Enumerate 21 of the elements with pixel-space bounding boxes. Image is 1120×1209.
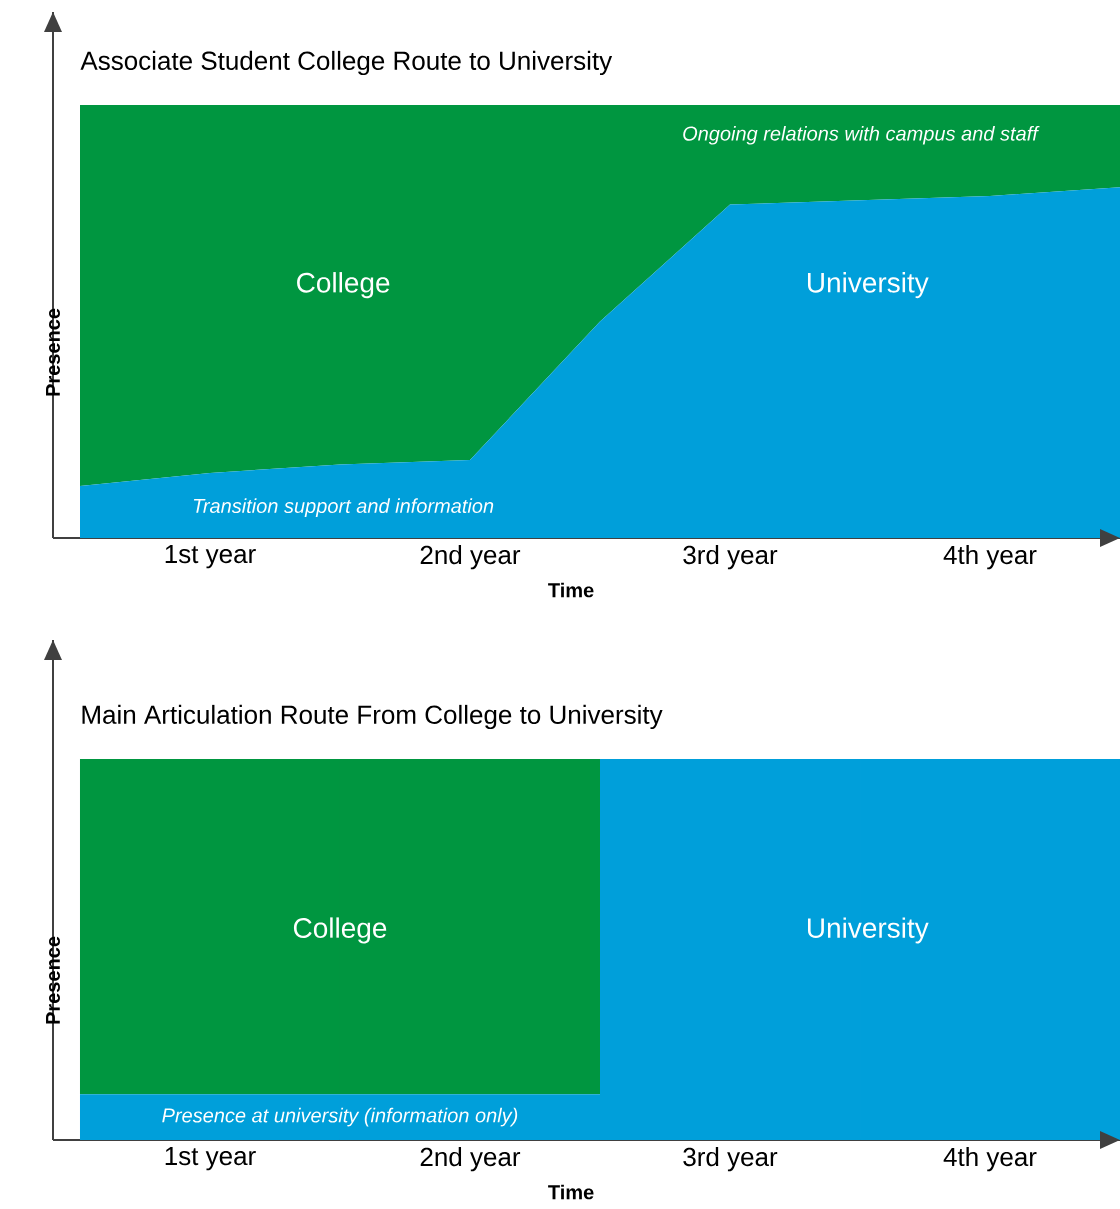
series-label: College bbox=[293, 917, 387, 944]
series-label: University bbox=[808, 917, 929, 944]
series-label: University bbox=[807, 272, 929, 299]
x-tick-label: 3rd year bbox=[683, 1147, 778, 1172]
x-tick-label: 2nd year bbox=[420, 545, 521, 570]
x-tick-label: 3rd year bbox=[683, 545, 778, 570]
chart-title: Associate Student College Route to University bbox=[80, 50, 613, 76]
x-axis-title: Time bbox=[548, 582, 594, 598]
y-axis-title: Presence bbox=[46, 308, 60, 396]
x-tick-label: 4th year bbox=[943, 1147, 1037, 1172]
series-label: College bbox=[297, 272, 390, 299]
x-tick-label: 1st year bbox=[165, 1147, 256, 1171]
x-axis-title: Time bbox=[548, 1184, 594, 1200]
x-tick-label: 2nd year bbox=[420, 1147, 521, 1172]
chart-title: Main Articulation Route From College to University bbox=[82, 704, 663, 730]
x-tick-label: 4th year bbox=[943, 545, 1037, 570]
annotation: Presence at university (information only) bbox=[162, 1107, 518, 1127]
x-tick-label: 1st year bbox=[165, 545, 256, 569]
annotation: Transition support and information bbox=[193, 498, 494, 517]
y-axis-title: Presence bbox=[46, 936, 60, 1024]
annotation: Ongoing relations with campus and staff bbox=[683, 125, 1040, 145]
